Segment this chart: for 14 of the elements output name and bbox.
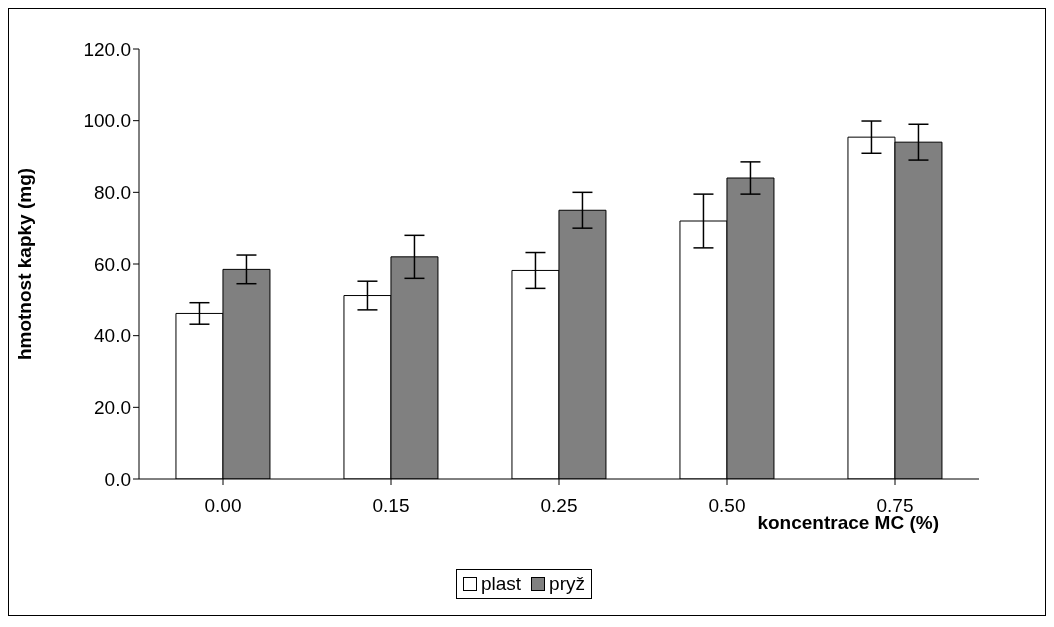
legend-label: plast [480, 573, 522, 595]
x-tick-label: 0.15 [372, 495, 410, 517]
x-tick-label: 0.25 [540, 495, 578, 517]
legend-label: pryž [549, 573, 586, 595]
y-tick-label: 40.0 [94, 325, 131, 347]
y-tick-label: 80.0 [94, 182, 131, 204]
x-tick-label: 0.00 [204, 495, 242, 517]
x-tick-label: 0.50 [708, 495, 746, 517]
y-tick-label: 100.0 [83, 110, 131, 132]
y-tick-label: 0.0 [104, 468, 131, 490]
y-axis-title: hmotnost kapky (mg) [13, 167, 35, 361]
y-tick-label: 60.0 [94, 253, 131, 275]
y-tick-label: 120.0 [83, 38, 131, 60]
y-tick-label: 20.0 [94, 397, 131, 419]
